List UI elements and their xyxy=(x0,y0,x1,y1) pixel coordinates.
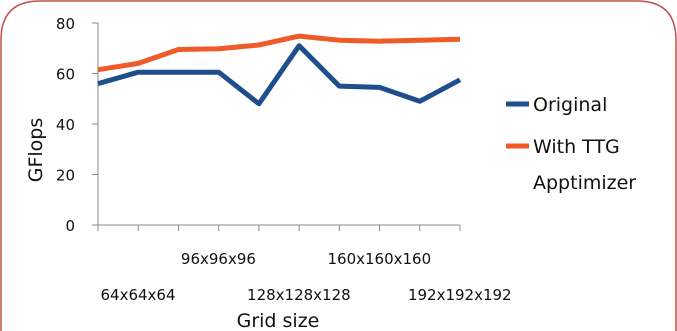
y-tick-labels: 0 20 40 60 80 xyxy=(56,15,75,235)
x-tick-label: 160x160x160 xyxy=(328,250,432,268)
axes xyxy=(92,22,461,231)
y-tick-label: 60 xyxy=(56,66,75,84)
legend-label: Apptimizer xyxy=(533,172,636,194)
x-axis-title: Grid size xyxy=(237,310,320,331)
legend-label: With TTG xyxy=(533,136,620,158)
series-line-with-ttg-apptimizer xyxy=(97,33,461,73)
x-tick-label: 64x64x64 xyxy=(100,286,175,304)
y-tick-label: 0 xyxy=(65,217,75,235)
series-line-original xyxy=(97,43,462,107)
y-tick-label: 80 xyxy=(56,15,75,33)
x-tick-label: 96x96x96 xyxy=(181,250,256,268)
y-axis-title: GFlops xyxy=(25,118,47,183)
x-tick-label: 128x128x128 xyxy=(247,286,351,304)
y-tick-label: 40 xyxy=(56,116,75,134)
x-tick-label: 192x192x192 xyxy=(408,286,512,304)
legend-label: Original xyxy=(533,94,607,116)
y-tick-label: 20 xyxy=(56,167,75,185)
x-tick-labels: 96x96x96 160x160x160 64x64x64 128x128x128 19… xyxy=(100,250,511,304)
legend: Original With TTG Apptimizer xyxy=(506,94,636,194)
series-lines xyxy=(97,33,462,107)
